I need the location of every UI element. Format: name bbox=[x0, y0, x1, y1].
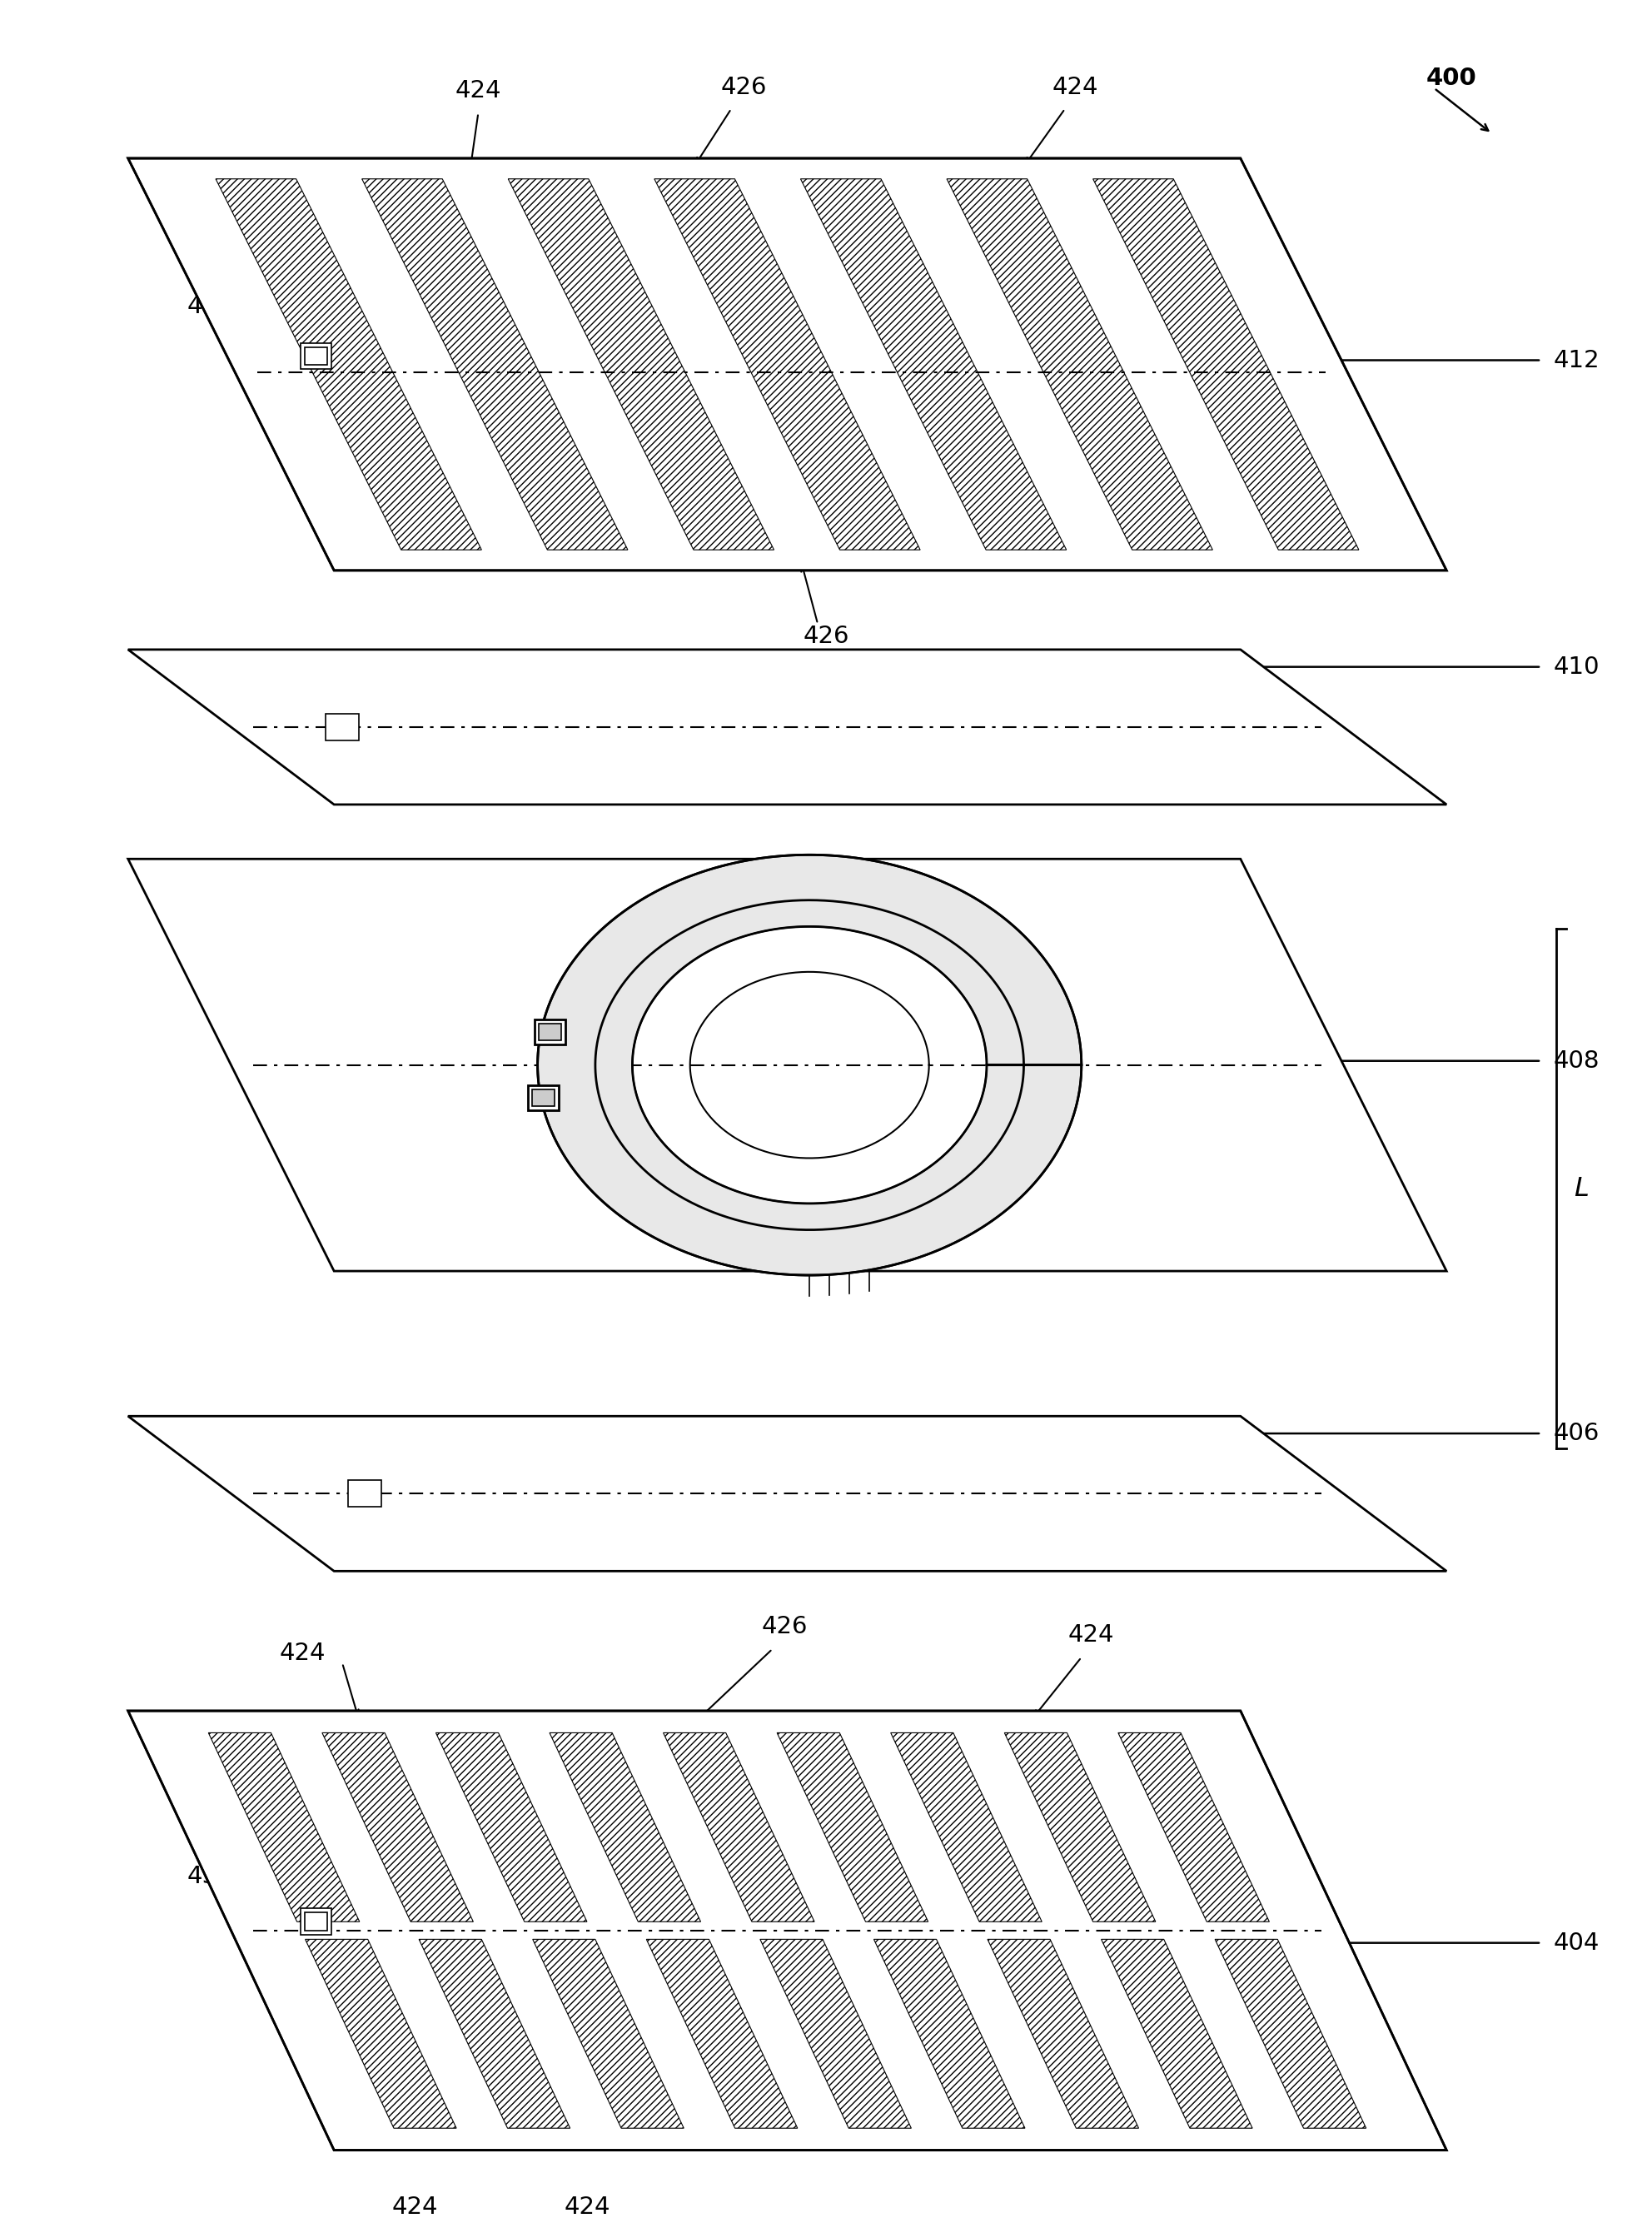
Polygon shape bbox=[509, 178, 775, 550]
Text: 426: 426 bbox=[803, 624, 849, 648]
Text: 460: 460 bbox=[988, 2076, 1034, 2101]
Text: 424: 424 bbox=[279, 1642, 325, 1664]
Polygon shape bbox=[1102, 1938, 1252, 2128]
Text: 410: 410 bbox=[1553, 655, 1599, 680]
Text: 428: 428 bbox=[299, 1528, 345, 1551]
Polygon shape bbox=[322, 1733, 472, 1923]
Text: 424: 424 bbox=[456, 78, 501, 102]
Text: 428: 428 bbox=[230, 666, 276, 688]
Polygon shape bbox=[127, 651, 1447, 804]
Polygon shape bbox=[216, 178, 481, 550]
Polygon shape bbox=[646, 1938, 798, 2128]
Polygon shape bbox=[1118, 1733, 1269, 1923]
Text: 434: 434 bbox=[388, 1132, 434, 1154]
Text: 426: 426 bbox=[720, 76, 767, 98]
Polygon shape bbox=[947, 178, 1213, 550]
Polygon shape bbox=[127, 1711, 1447, 2150]
Text: 404: 404 bbox=[1553, 1932, 1599, 1954]
Polygon shape bbox=[776, 1733, 928, 1923]
Polygon shape bbox=[208, 1733, 360, 1923]
Polygon shape bbox=[127, 860, 1447, 1270]
Text: 408: 408 bbox=[1553, 1049, 1599, 1072]
Polygon shape bbox=[760, 1938, 912, 2128]
Text: 406: 406 bbox=[1553, 1421, 1599, 1446]
Bar bbox=[349, 1479, 382, 1506]
Bar bbox=[301, 343, 332, 370]
Bar bbox=[527, 1085, 558, 1110]
Polygon shape bbox=[127, 1417, 1447, 1571]
Text: 426: 426 bbox=[656, 2112, 702, 2134]
Polygon shape bbox=[664, 1733, 814, 1923]
Bar bbox=[532, 1089, 555, 1107]
Text: 424: 424 bbox=[1069, 1624, 1115, 1646]
Text: L: L bbox=[1574, 1176, 1589, 1201]
Text: 424: 424 bbox=[1052, 76, 1099, 98]
Text: 402: 402 bbox=[993, 885, 1039, 907]
Polygon shape bbox=[420, 1938, 570, 2128]
Text: 430: 430 bbox=[187, 294, 233, 319]
Polygon shape bbox=[890, 1733, 1042, 1923]
Polygon shape bbox=[1214, 1938, 1366, 2128]
Polygon shape bbox=[1004, 1733, 1156, 1923]
Polygon shape bbox=[306, 1938, 456, 2128]
Polygon shape bbox=[537, 856, 1082, 1274]
Text: 412: 412 bbox=[1553, 348, 1599, 372]
Text: 424: 424 bbox=[392, 2195, 438, 2219]
Polygon shape bbox=[532, 1938, 684, 2128]
Polygon shape bbox=[550, 1733, 700, 1923]
Polygon shape bbox=[801, 178, 1067, 550]
Polygon shape bbox=[654, 178, 920, 550]
Polygon shape bbox=[874, 1938, 1024, 2128]
Text: 424: 424 bbox=[563, 2195, 610, 2219]
Text: 460: 460 bbox=[1032, 341, 1079, 365]
Bar bbox=[534, 1020, 565, 1045]
Polygon shape bbox=[1094, 178, 1360, 550]
Polygon shape bbox=[436, 1733, 586, 1923]
Bar bbox=[304, 1912, 327, 1932]
Bar bbox=[301, 1909, 332, 1934]
Bar bbox=[539, 1025, 562, 1040]
Polygon shape bbox=[988, 1938, 1138, 2128]
Polygon shape bbox=[362, 178, 628, 550]
Text: 400: 400 bbox=[1426, 67, 1477, 89]
Bar bbox=[325, 713, 358, 740]
Text: 434: 434 bbox=[405, 976, 451, 998]
Text: 426: 426 bbox=[762, 1615, 808, 1638]
Bar bbox=[304, 348, 327, 365]
Polygon shape bbox=[127, 158, 1447, 570]
Text: 430: 430 bbox=[187, 1865, 233, 1887]
